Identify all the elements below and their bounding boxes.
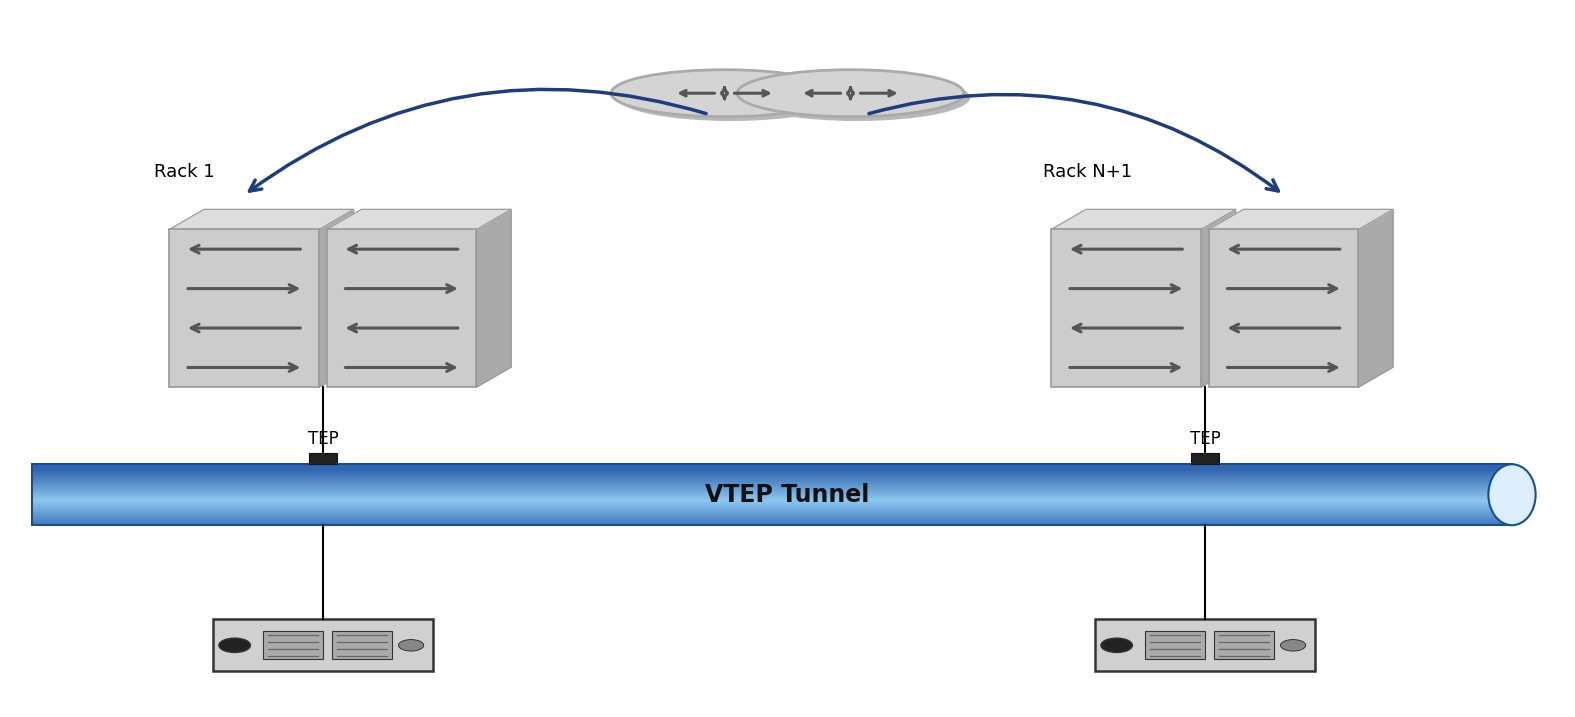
Bar — [32, 519, 1512, 521]
Bar — [32, 521, 1512, 522]
Bar — [32, 465, 1512, 525]
Bar — [32, 523, 1512, 525]
Bar — [32, 502, 1512, 504]
Bar — [32, 467, 1512, 470]
Text: Rack N+1: Rack N+1 — [1044, 163, 1132, 181]
Bar — [32, 470, 1512, 471]
Bar — [32, 489, 1512, 490]
Bar — [32, 500, 1512, 502]
Bar — [32, 463, 1512, 465]
Text: Rack 1: Rack 1 — [153, 163, 214, 181]
Bar — [213, 619, 433, 671]
Bar — [32, 505, 1512, 507]
Bar — [32, 490, 1512, 492]
Bar — [332, 631, 392, 660]
Bar — [32, 516, 1512, 518]
Bar — [169, 229, 318, 387]
Bar — [32, 511, 1512, 513]
Bar — [32, 508, 1512, 510]
Polygon shape — [1358, 209, 1392, 387]
Bar — [32, 465, 1512, 466]
Polygon shape — [1200, 209, 1236, 387]
Bar — [32, 482, 1512, 483]
Bar — [32, 492, 1512, 494]
Bar — [1095, 619, 1315, 671]
Bar — [32, 503, 1512, 505]
Text: VTEP Tunnel: VTEP Tunnel — [706, 483, 869, 507]
Bar — [32, 523, 1512, 524]
Ellipse shape — [617, 74, 844, 121]
Bar — [32, 498, 1512, 500]
Polygon shape — [328, 209, 510, 229]
Bar — [32, 494, 1512, 495]
Bar — [32, 470, 1512, 473]
Bar — [32, 473, 1512, 475]
Bar — [32, 493, 1512, 495]
Bar — [32, 518, 1512, 519]
Bar — [32, 516, 1512, 517]
Ellipse shape — [611, 70, 838, 117]
Bar — [32, 514, 1512, 516]
Ellipse shape — [737, 70, 964, 117]
Circle shape — [398, 640, 424, 651]
Polygon shape — [1052, 209, 1236, 229]
Bar — [32, 480, 1512, 482]
Bar — [32, 511, 1512, 512]
Bar — [32, 513, 1512, 515]
Bar — [32, 469, 1512, 470]
Ellipse shape — [1488, 465, 1536, 525]
Bar — [32, 478, 1512, 480]
Bar — [32, 506, 1512, 508]
Bar — [32, 521, 1512, 523]
Bar — [32, 484, 1512, 485]
Bar — [1145, 631, 1205, 660]
Bar — [32, 475, 1512, 476]
Bar — [32, 488, 1512, 490]
Circle shape — [219, 638, 250, 652]
Bar — [32, 483, 1512, 485]
Polygon shape — [476, 209, 510, 387]
Bar — [32, 485, 1512, 487]
Bar — [32, 481, 1512, 483]
Bar — [32, 465, 1512, 467]
Bar — [32, 476, 1512, 478]
Text: TEP: TEP — [1189, 430, 1221, 449]
Bar — [32, 479, 1512, 480]
Bar — [32, 504, 1512, 506]
Bar — [32, 518, 1512, 520]
Circle shape — [1280, 640, 1306, 651]
Bar — [32, 499, 1512, 500]
Bar — [32, 501, 1512, 503]
Bar — [32, 509, 1512, 511]
Text: TEP: TEP — [307, 430, 339, 449]
Bar — [328, 229, 476, 387]
Bar — [32, 507, 1512, 509]
Bar — [1191, 453, 1219, 465]
Ellipse shape — [743, 74, 970, 121]
Bar — [32, 474, 1512, 475]
Circle shape — [1101, 638, 1132, 652]
Bar — [32, 491, 1512, 493]
Bar — [32, 512, 1512, 514]
Bar — [309, 453, 337, 465]
Bar — [32, 496, 1512, 498]
Bar — [1052, 229, 1202, 387]
Bar — [263, 631, 323, 660]
Polygon shape — [318, 209, 353, 387]
Bar — [32, 487, 1512, 489]
Bar — [1214, 631, 1274, 660]
Bar — [32, 486, 1512, 488]
Bar — [32, 467, 1512, 468]
Bar — [1210, 229, 1358, 387]
Bar — [32, 495, 1512, 497]
Polygon shape — [169, 209, 353, 229]
Bar — [32, 497, 1512, 499]
Bar — [32, 472, 1512, 473]
Polygon shape — [1210, 209, 1392, 229]
Bar — [32, 477, 1512, 478]
